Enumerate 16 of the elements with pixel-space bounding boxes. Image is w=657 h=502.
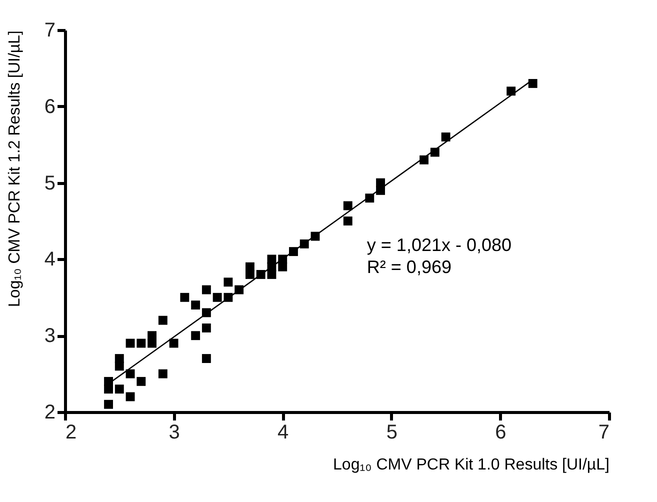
x-tick-label: 7 bbox=[598, 422, 610, 444]
y-tick-label: 4 bbox=[44, 248, 56, 271]
annotation: y = 1,021x - 0,080 bbox=[366, 234, 512, 255]
x-axis-title: Log₁₀ CMV PCR Kit 1.0 Results [UI/µL] bbox=[333, 456, 610, 474]
y-tick-label: 7 bbox=[44, 20, 56, 42]
x-tick-label: 4 bbox=[278, 422, 289, 444]
y-tick-label: 6 bbox=[44, 96, 56, 118]
y-tick-label: 2 bbox=[44, 402, 56, 424]
x-tick-label: 3 bbox=[168, 422, 180, 444]
annotation: R² = 0,969 bbox=[366, 256, 452, 277]
y-tick-label: 3 bbox=[44, 325, 56, 348]
x-tick-label: 2 bbox=[66, 422, 77, 444]
x-tick-label: 6 bbox=[495, 422, 506, 444]
y-axis-title: Log₁₀ CMV PCR Kit 1.2 Results [UI/µL] bbox=[6, 30, 24, 307]
y-tick-label: 5 bbox=[44, 172, 56, 194]
x-tick-label: 5 bbox=[386, 422, 398, 444]
